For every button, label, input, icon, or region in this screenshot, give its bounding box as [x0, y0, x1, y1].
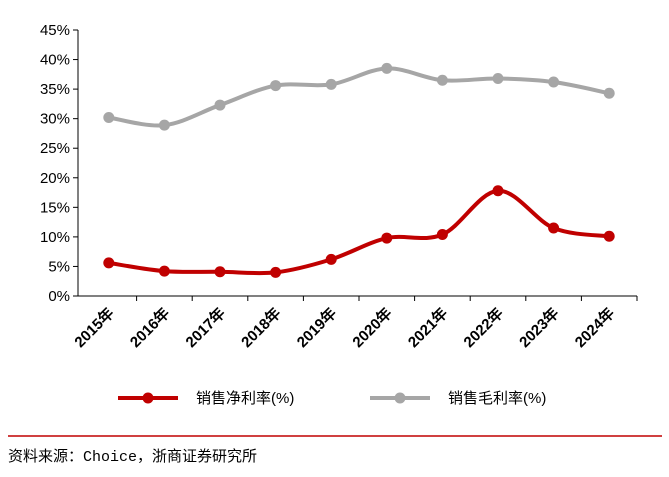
y-tick-label: 20% [40, 170, 70, 187]
point [103, 257, 115, 269]
y-tick-label: 30% [40, 111, 70, 128]
x-tick-label: 2021年 [404, 304, 451, 351]
legend-label: 销售净利率(%) [196, 390, 294, 407]
point [436, 74, 448, 86]
legend-marker [394, 392, 406, 404]
x-tick-label: 2017年 [182, 304, 229, 351]
x-tick-label: 2022年 [460, 304, 507, 351]
y-tick-label: 15% [40, 199, 70, 216]
point [325, 253, 337, 265]
point [603, 230, 615, 242]
x-tick-label: 2023年 [515, 304, 562, 351]
point [548, 76, 560, 88]
point [436, 229, 448, 241]
point [214, 99, 226, 111]
point [270, 80, 282, 92]
point [548, 222, 560, 234]
point [492, 72, 504, 84]
x-tick-label: 2024年 [571, 304, 618, 351]
source: 资料来源：Choice，浙商证券研究所 [8, 448, 257, 466]
x-tick-label: 2019年 [293, 304, 340, 351]
legend-label: 销售毛利率(%) [448, 390, 546, 407]
point [381, 232, 393, 244]
point [325, 78, 337, 90]
point [492, 185, 504, 197]
y-tick-label: 5% [48, 258, 70, 275]
x-tick-label: 2018年 [237, 304, 284, 351]
point [381, 62, 393, 74]
x-tick-label: 2016年 [126, 304, 173, 351]
point [158, 119, 170, 131]
point [270, 266, 282, 278]
point [158, 265, 170, 277]
y-tick-label: 45% [40, 22, 70, 39]
y-tick-label: 40% [40, 52, 70, 69]
y-tick-label: 10% [40, 229, 70, 246]
legend-marker [142, 392, 154, 404]
y-tick-label: 35% [40, 81, 70, 98]
x-tick-label: 2020年 [349, 304, 396, 351]
x-tick-label: 2015年 [71, 304, 118, 351]
point [214, 266, 226, 278]
y-tick-label: 25% [40, 140, 70, 157]
series-line [108, 66, 610, 128]
point [103, 111, 115, 123]
point [603, 87, 615, 99]
y-tick-label: 0% [48, 288, 70, 305]
series-line [108, 188, 610, 276]
